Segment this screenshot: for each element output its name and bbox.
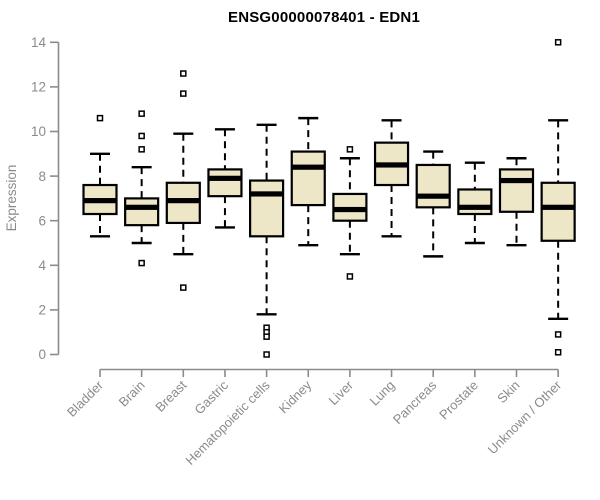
x-category-label: Prostate — [436, 378, 481, 423]
median-line — [208, 175, 242, 181]
median-line — [541, 204, 575, 210]
outlier-point — [96, 114, 104, 122]
outlier-point — [554, 331, 562, 338]
x-category-label: Liver — [325, 377, 356, 408]
x-category-label: Brain — [116, 378, 148, 410]
box-rect — [457, 188, 493, 216]
y-tick-label: 10 — [31, 124, 46, 139]
x-category-label: Kidney — [276, 377, 315, 416]
chart-title: ENSG00000078401 - EDN1 — [227, 9, 421, 26]
box-rect — [540, 181, 576, 242]
y-tick-label: 14 — [31, 35, 47, 50]
x-category-label: Lung — [367, 378, 398, 409]
outlier-point — [138, 259, 145, 267]
box-rect — [415, 163, 451, 209]
box-rect — [124, 197, 160, 227]
y-tick-label: 6 — [38, 213, 46, 228]
box-rect — [290, 150, 326, 207]
y-tick-label: 8 — [38, 169, 46, 184]
outlier-point — [554, 349, 562, 356]
outlier-point — [263, 333, 270, 340]
y-tick-label: 12 — [31, 80, 46, 95]
x-category-label: Skin — [494, 378, 522, 406]
outlier-point — [138, 146, 145, 153]
median-line — [375, 162, 409, 168]
y-tick-label: 2 — [38, 303, 46, 318]
outlier-point — [180, 90, 187, 97]
median-line — [166, 198, 200, 204]
y-tick-label: 4 — [38, 258, 46, 273]
outlier-point — [180, 284, 187, 291]
x-category-label: Bladder — [64, 377, 107, 420]
median-line — [250, 191, 284, 197]
median-line — [458, 204, 492, 210]
y-axis-label: Expression — [4, 165, 19, 232]
outlier-point — [180, 70, 187, 77]
median-line — [125, 204, 159, 210]
median-line — [333, 206, 367, 213]
outlier-point — [346, 273, 354, 280]
x-category-label: Pancreas — [390, 377, 440, 427]
median-line — [83, 198, 117, 204]
y-tick-label: 0 — [38, 347, 46, 362]
outlier-point — [138, 132, 145, 140]
box-rect — [249, 179, 285, 238]
outlier-point — [138, 110, 145, 117]
median-line — [291, 164, 325, 170]
box-rect — [498, 168, 535, 213]
x-category-label: Breast — [152, 377, 189, 414]
box-rect — [207, 168, 243, 198]
outlier-point — [554, 39, 562, 46]
outlier-point — [263, 351, 270, 358]
outlier-point — [346, 146, 354, 153]
x-category-label: Gastric — [191, 377, 231, 417]
median-line — [416, 193, 450, 199]
x-category-label: Unknown / Other — [485, 377, 565, 457]
median-line — [500, 177, 533, 184]
